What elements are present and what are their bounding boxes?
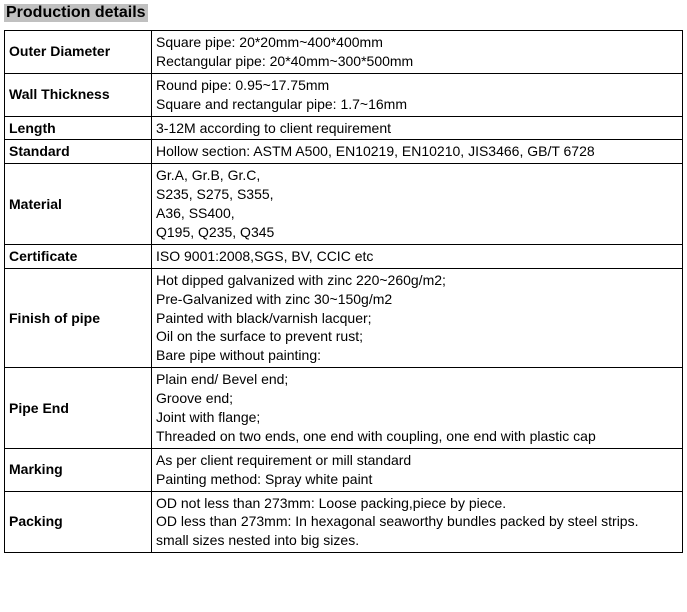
value-line: OD not less than 273mm: Loose packing,pi… bbox=[156, 494, 678, 513]
row-value: Hollow section: ASTM A500, EN10219, EN10… bbox=[152, 140, 683, 164]
row-label: Standard bbox=[5, 140, 152, 164]
value-line: ISO 9001:2008,SGS, BV, CCIC etc bbox=[156, 247, 678, 266]
table-row: MaterialGr.A, Gr.B, Gr.C,S235, S275, S35… bbox=[5, 164, 683, 245]
row-label: Wall Thickness bbox=[5, 73, 152, 116]
production-details-table: Outer DiameterSquare pipe: 20*20mm~400*4… bbox=[4, 30, 683, 553]
row-label: Outer Diameter bbox=[5, 31, 152, 74]
value-line: Oil on the surface to prevent rust; bbox=[156, 327, 678, 346]
value-line: OD less than 273mm: In hexagonal seawort… bbox=[156, 512, 678, 531]
row-label: Material bbox=[5, 164, 152, 245]
value-line: Groove end; bbox=[156, 389, 678, 408]
value-line: Q195, Q235, Q345 bbox=[156, 223, 678, 242]
value-line: Pre-Galvanized with zinc 30~150g/m2 bbox=[156, 290, 678, 309]
table-row: CertificateISO 9001:2008,SGS, BV, CCIC e… bbox=[5, 244, 683, 268]
row-value: As per client requirement or mill standa… bbox=[152, 448, 683, 491]
row-label: Packing bbox=[5, 491, 152, 553]
value-line: Plain end/ Bevel end; bbox=[156, 370, 678, 389]
value-line: Bare pipe without painting: bbox=[156, 346, 678, 365]
table-row: MarkingAs per client requirement or mill… bbox=[5, 448, 683, 491]
row-value: Gr.A, Gr.B, Gr.C,S235, S275, S355,A36, S… bbox=[152, 164, 683, 245]
table-row: Pipe EndPlain end/ Bevel end;Groove end;… bbox=[5, 368, 683, 449]
value-line: Threaded on two ends, one end with coupl… bbox=[156, 427, 678, 446]
value-line: Hot dipped galvanized with zinc 220~260g… bbox=[156, 271, 678, 290]
value-line: S235, S275, S355, bbox=[156, 185, 678, 204]
page-title: Production details bbox=[4, 4, 148, 22]
table-row: PackingOD not less than 273mm: Loose pac… bbox=[5, 491, 683, 553]
value-line: Round pipe: 0.95~17.75mm bbox=[156, 76, 678, 95]
row-value: ISO 9001:2008,SGS, BV, CCIC etc bbox=[152, 244, 683, 268]
table-row: Wall ThicknessRound pipe: 0.95~17.75mmSq… bbox=[5, 73, 683, 116]
row-label: Marking bbox=[5, 448, 152, 491]
value-line: 3-12M according to client requirement bbox=[156, 119, 678, 138]
row-value: Plain end/ Bevel end;Groove end;Joint wi… bbox=[152, 368, 683, 449]
table-row: StandardHollow section: ASTM A500, EN102… bbox=[5, 140, 683, 164]
value-line: As per client requirement or mill standa… bbox=[156, 451, 678, 470]
table-row: Outer DiameterSquare pipe: 20*20mm~400*4… bbox=[5, 31, 683, 74]
row-label: Finish of pipe bbox=[5, 268, 152, 367]
value-line: A36, SS400, bbox=[156, 204, 678, 223]
value-line: Joint with flange; bbox=[156, 408, 678, 427]
row-label: Pipe End bbox=[5, 368, 152, 449]
row-value: OD not less than 273mm: Loose packing,pi… bbox=[152, 491, 683, 553]
row-value: Round pipe: 0.95~17.75mmSquare and recta… bbox=[152, 73, 683, 116]
row-label: Length bbox=[5, 116, 152, 140]
value-line: Gr.A, Gr.B, Gr.C, bbox=[156, 166, 678, 185]
row-label: Certificate bbox=[5, 244, 152, 268]
value-line: Hollow section: ASTM A500, EN10219, EN10… bbox=[156, 142, 678, 161]
value-line: Painting method: Spray white paint bbox=[156, 470, 678, 489]
value-line: Painted with black/varnish lacquer; bbox=[156, 309, 678, 328]
row-value: Square pipe: 20*20mm~400*400mmRectangula… bbox=[152, 31, 683, 74]
row-value: 3-12M according to client requirement bbox=[152, 116, 683, 140]
table-row: Finish of pipeHot dipped galvanized with… bbox=[5, 268, 683, 367]
value-line: Square pipe: 20*20mm~400*400mm bbox=[156, 33, 678, 52]
value-line: Square and rectangular pipe: 1.7~16mm bbox=[156, 95, 678, 114]
value-line: Rectangular pipe: 20*40mm~300*500mm bbox=[156, 52, 678, 71]
table-row: Length3-12M according to client requirem… bbox=[5, 116, 683, 140]
row-value: Hot dipped galvanized with zinc 220~260g… bbox=[152, 268, 683, 367]
value-line: small sizes nested into big sizes. bbox=[156, 531, 678, 550]
